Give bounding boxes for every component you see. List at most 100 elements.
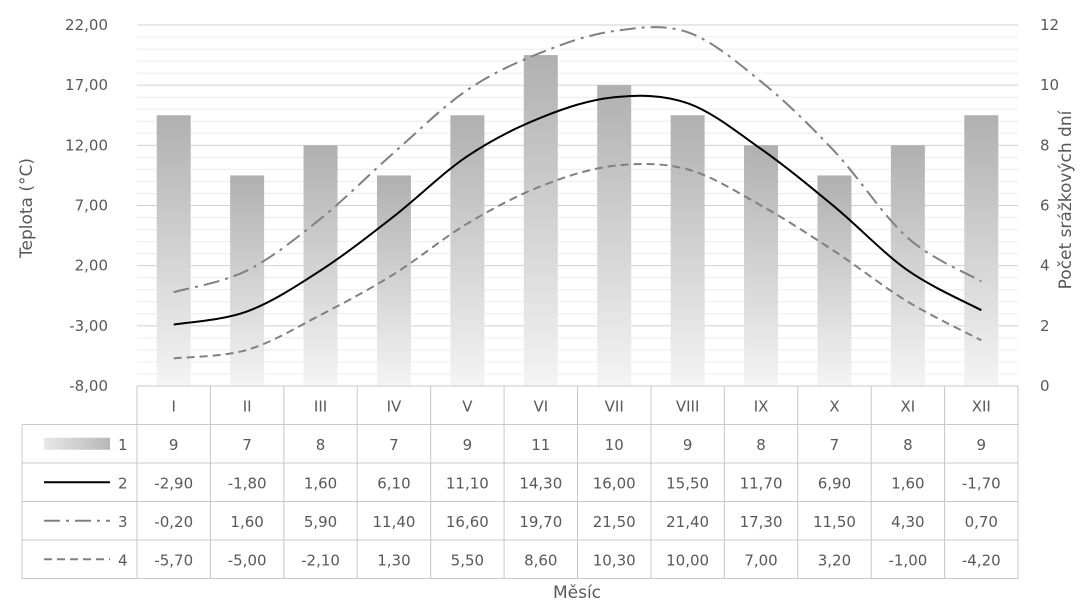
x-axis-title: Měsíc — [553, 583, 601, 603]
table-cell: -1,80 — [228, 474, 267, 492]
table-cell: 11,50 — [813, 513, 856, 531]
axis-ticks: 22,00 17,00 12,00 7,00 2,00 -3,00 -8,00 12 10 8 6 4… — [65, 16, 1059, 395]
bar-X — [817, 175, 852, 386]
line-series-3 — [173, 26, 982, 294]
y-tick-label: -3,00 — [69, 317, 108, 335]
y-tick-label: 2,00 — [75, 257, 108, 275]
table-cell: 8 — [903, 436, 913, 454]
y2-tick-label: 10 — [1040, 76, 1059, 94]
table-cell: -1,70 — [962, 474, 1001, 492]
y2-axis-title: Počet srážkových dní — [1056, 109, 1076, 289]
bar-XII — [964, 115, 999, 386]
y-axis-title: Teplota (°C) — [17, 158, 37, 259]
table-cell: 7 — [830, 436, 840, 454]
table-cell: 0,70 — [965, 513, 998, 531]
table-cell: -1,00 — [888, 551, 927, 569]
table-cell: -2,10 — [301, 551, 340, 569]
bar-III — [303, 145, 338, 386]
bar-series-1 — [156, 55, 999, 387]
table-cell: 8 — [316, 436, 326, 454]
table-cell: 8 — [756, 436, 766, 454]
table-cell: 5,90 — [304, 513, 337, 531]
y2-tick-label: 12 — [1040, 16, 1059, 34]
bar-VII — [597, 85, 632, 387]
table-cell: 1,60 — [230, 513, 263, 531]
table-cell: 16,00 — [593, 474, 636, 492]
y-tick-label: 7,00 — [75, 197, 108, 215]
table-cell: 7 — [389, 436, 399, 454]
table-cell: 11,40 — [372, 513, 415, 531]
x-tick-label: X — [829, 397, 839, 415]
table-cell: 11,70 — [740, 474, 783, 492]
table-cell: 11,10 — [446, 474, 489, 492]
table-cell: 16,60 — [446, 513, 489, 531]
y2-tick-label: 8 — [1040, 136, 1050, 154]
bar-II — [230, 175, 265, 386]
table-cell: 10 — [605, 436, 624, 454]
x-tick-label: IX — [754, 397, 769, 415]
table-cell: 7 — [242, 436, 252, 454]
table-cell: 10,00 — [666, 551, 709, 569]
table-cell: -5,00 — [228, 551, 267, 569]
gridlines — [137, 24, 1018, 387]
x-tick-label: II — [243, 397, 252, 415]
x-tick-label: I — [171, 397, 175, 415]
table-cell: -4,20 — [962, 551, 1001, 569]
table-cell: 17,30 — [740, 513, 783, 531]
bar-I — [156, 115, 191, 386]
table-cell: 21,40 — [666, 513, 709, 531]
legend-label: 1 — [118, 436, 128, 454]
table-cell: 15,50 — [666, 474, 709, 492]
x-tick-label: III — [314, 397, 327, 415]
line-series — [173, 26, 982, 360]
table-cell: 9 — [463, 436, 473, 454]
legend-label: 2 — [118, 474, 128, 492]
bar-VIII — [670, 115, 705, 386]
table-cell: 14,30 — [519, 474, 562, 492]
table-cell: 9 — [169, 436, 179, 454]
y2-tick-label: 4 — [1040, 257, 1050, 275]
x-tick-label: VI — [533, 397, 548, 415]
y-tick-label: -8,00 — [69, 377, 108, 395]
table-cell: 6,90 — [818, 474, 851, 492]
bar-V — [450, 115, 485, 386]
table-cell: 3,20 — [818, 551, 851, 569]
table-cell: 4,30 — [891, 513, 924, 531]
bar-IX — [744, 145, 779, 386]
table-cell: 1,60 — [304, 474, 337, 492]
y2-tick-label: 6 — [1040, 197, 1050, 215]
legend-label: 4 — [118, 551, 128, 569]
y-tick-label: 22,00 — [65, 16, 108, 34]
table-cell: 6,10 — [377, 474, 410, 492]
legend-label: 3 — [118, 513, 128, 531]
table-cell: -2,90 — [154, 474, 193, 492]
x-tick-label: IV — [387, 397, 402, 415]
table-cell: 9 — [977, 436, 987, 454]
table-cell: 8,60 — [524, 551, 557, 569]
y2-tick-label: 2 — [1040, 317, 1050, 335]
y-tick-label: 17,00 — [65, 76, 108, 94]
table-cell: 10,30 — [593, 551, 636, 569]
table-cell: -0,20 — [154, 513, 193, 531]
table-cell: 11 — [531, 436, 550, 454]
table-cell: 21,50 — [593, 513, 636, 531]
x-tick-label: VII — [605, 397, 624, 415]
bar-XI — [890, 145, 925, 386]
line-series-2 — [173, 94, 982, 326]
table-cell: 9 — [683, 436, 693, 454]
y-tick-label: 12,00 — [65, 136, 108, 154]
table-cell: -5,70 — [154, 551, 193, 569]
x-tick-label: XI — [901, 397, 916, 415]
x-tick-label: V — [462, 397, 473, 415]
x-tick-label: VIII — [676, 397, 700, 415]
bar-VI — [523, 55, 558, 386]
table-cell: 1,60 — [891, 474, 924, 492]
table-cell: 19,70 — [519, 513, 562, 531]
table-cell: 7,00 — [744, 551, 777, 569]
table-cell: 1,30 — [377, 551, 410, 569]
y2-tick-label: 0 — [1040, 377, 1050, 395]
legend-key-bar — [44, 437, 110, 450]
table-cell: 5,50 — [451, 551, 484, 569]
